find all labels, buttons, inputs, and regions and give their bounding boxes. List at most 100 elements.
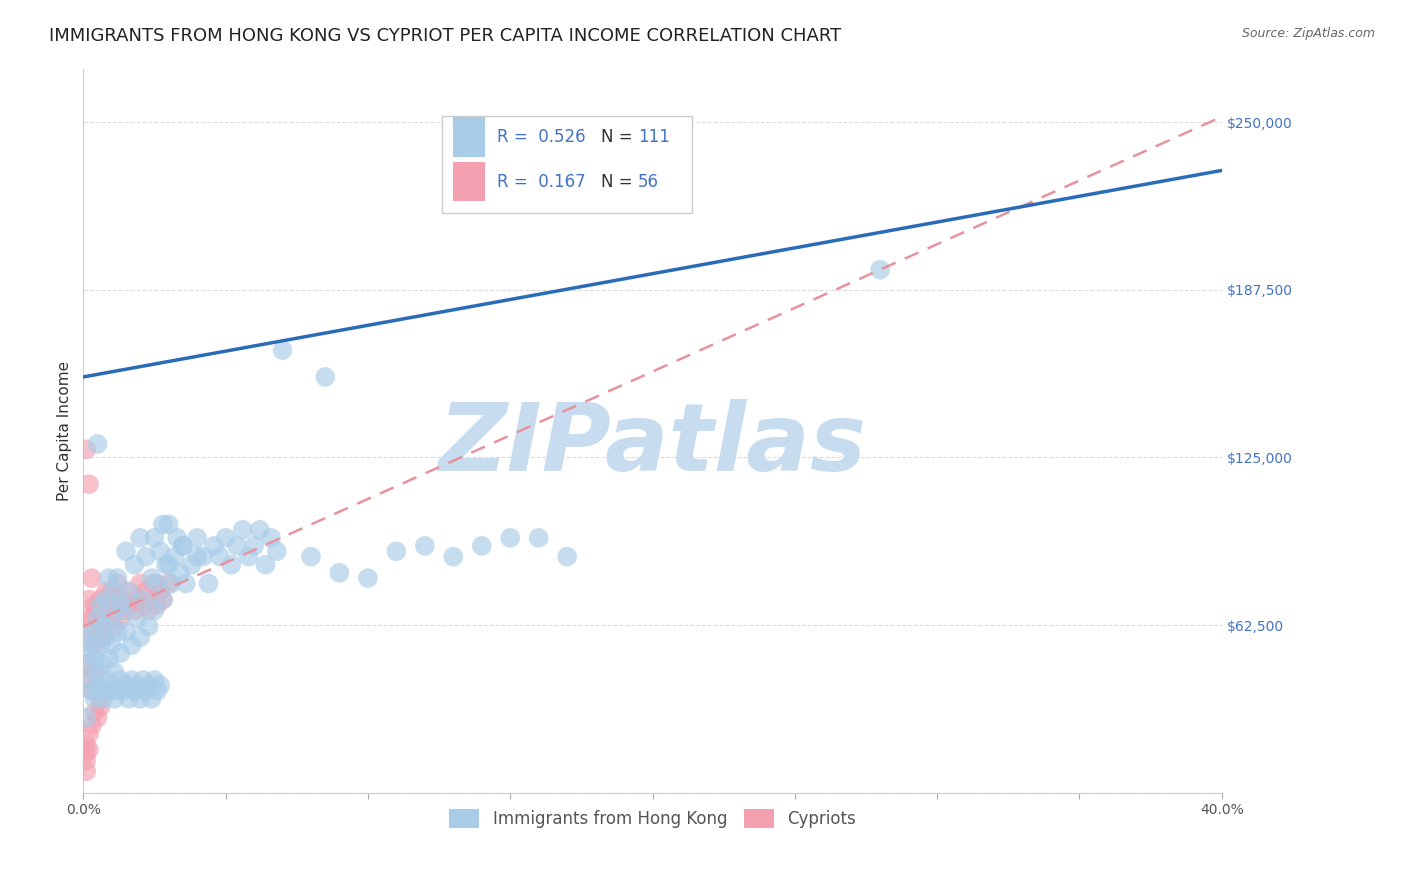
Point [94, 619, 117, 633]
Point [163, 549, 186, 564]
Point [97, 598, 120, 612]
Point [80, 571, 103, 585]
Point [155, 558, 177, 572]
Point [86, 611, 108, 625]
Point [132, 592, 155, 607]
Point [115, 624, 138, 639]
Point [172, 539, 194, 553]
Point [129, 576, 152, 591]
Point [77, 743, 100, 757]
Point [107, 683, 129, 698]
Point [146, 598, 169, 612]
Point [110, 598, 132, 612]
Point [127, 678, 149, 692]
Point [191, 549, 214, 564]
Point [91, 657, 114, 671]
Point [160, 576, 183, 591]
Point [80, 611, 103, 625]
Point [141, 691, 163, 706]
Point [107, 576, 129, 591]
Text: 56: 56 [638, 172, 658, 191]
Point [104, 665, 127, 679]
Point [110, 611, 132, 625]
Point [124, 558, 146, 572]
Point [86, 630, 108, 644]
Point [118, 584, 141, 599]
Text: R =  0.526: R = 0.526 [496, 128, 585, 146]
Point [86, 710, 108, 724]
Point [104, 691, 127, 706]
Point [100, 638, 122, 652]
FancyBboxPatch shape [453, 161, 485, 202]
Point [127, 611, 149, 625]
Point [80, 718, 103, 732]
Point [226, 539, 249, 553]
Point [129, 630, 152, 644]
Point [115, 544, 138, 558]
Text: R =  0.167: R = 0.167 [496, 172, 585, 191]
Point [214, 531, 236, 545]
Point [232, 523, 254, 537]
Point [83, 705, 105, 719]
Point [208, 549, 231, 564]
FancyBboxPatch shape [453, 117, 485, 157]
Point [152, 592, 174, 607]
Point [219, 558, 242, 572]
Point [89, 598, 111, 612]
Point [357, 571, 380, 585]
Point [471, 539, 494, 553]
Text: 111: 111 [638, 128, 669, 146]
Point [129, 531, 152, 545]
Point [97, 683, 120, 698]
Point [94, 630, 117, 644]
Point [83, 624, 105, 639]
Point [143, 531, 166, 545]
Point [157, 517, 180, 532]
Point [104, 619, 127, 633]
Point [121, 673, 143, 687]
Point [77, 673, 100, 687]
Point [89, 619, 111, 633]
Point [129, 691, 152, 706]
Point [75, 611, 97, 625]
Point [166, 531, 188, 545]
Point [110, 646, 132, 660]
Point [75, 746, 97, 760]
Point [121, 598, 143, 612]
Point [75, 738, 97, 752]
Text: N =: N = [602, 128, 633, 146]
Point [112, 603, 135, 617]
Point [89, 638, 111, 652]
Point [180, 558, 202, 572]
Point [77, 673, 100, 687]
Point [115, 603, 138, 617]
Point [80, 638, 103, 652]
Point [75, 657, 97, 671]
Point [202, 539, 225, 553]
Point [157, 576, 180, 591]
Point [91, 691, 114, 706]
Point [271, 343, 294, 358]
Point [83, 598, 105, 612]
Point [94, 592, 117, 607]
Point [124, 603, 146, 617]
Text: Source: ZipAtlas.com: Source: ZipAtlas.com [1241, 27, 1375, 40]
Point [135, 584, 157, 599]
Point [413, 539, 436, 553]
Text: ZIPatlas: ZIPatlas [439, 399, 866, 491]
Point [89, 683, 111, 698]
Point [135, 683, 157, 698]
Point [75, 630, 97, 644]
Point [91, 630, 114, 644]
Point [238, 549, 260, 564]
Point [186, 549, 208, 564]
Point [75, 442, 97, 457]
Point [197, 576, 219, 591]
Point [146, 576, 169, 591]
Point [118, 584, 141, 599]
Point [86, 603, 108, 617]
Point [80, 657, 103, 671]
Point [77, 477, 100, 491]
Legend: Immigrants from Hong Kong, Cypriots: Immigrants from Hong Kong, Cypriots [443, 803, 862, 835]
Point [441, 549, 464, 564]
